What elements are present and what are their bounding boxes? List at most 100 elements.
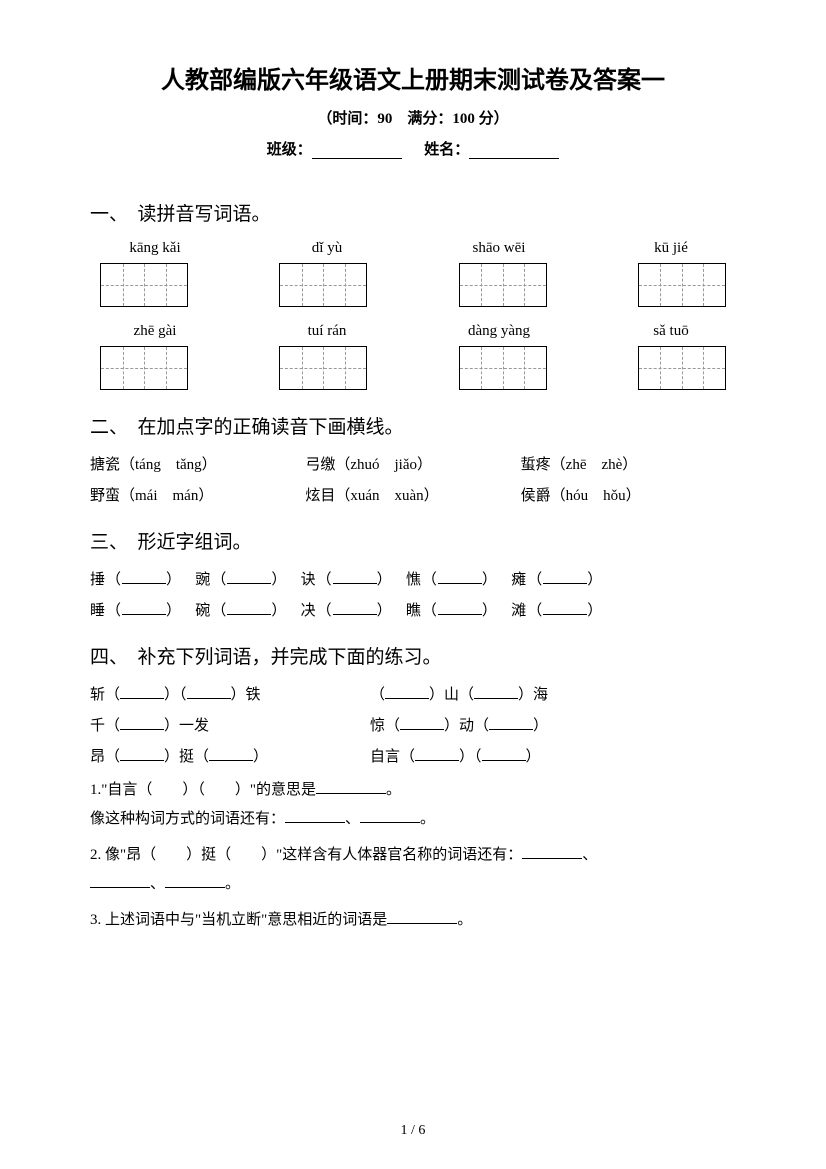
pinyin-row-1: kāng kǎi dǐ yù shāo wēi kū jié bbox=[90, 240, 736, 257]
q4-sub-text: 。 bbox=[225, 876, 240, 892]
zige-box[interactable] bbox=[459, 346, 547, 390]
pinyin-label: shāo wēi bbox=[444, 240, 554, 257]
q4-sub-text: 、 bbox=[345, 811, 360, 827]
zige-row-1 bbox=[90, 263, 736, 307]
q4-sub-text: 、 bbox=[150, 876, 165, 892]
zige-box[interactable] bbox=[279, 263, 367, 307]
zige-box[interactable] bbox=[638, 263, 726, 307]
q4-text: 千（ bbox=[90, 718, 120, 734]
zige-box[interactable] bbox=[100, 346, 188, 390]
q4-text: ）铁 bbox=[231, 687, 261, 703]
q3-char: 睡 bbox=[90, 603, 106, 619]
blank[interactable] bbox=[120, 747, 164, 761]
q4-sub2: 2. 像"昂（ ）挺（ ）"这样含有人体器官名称的词语还有：、 、。 bbox=[90, 841, 736, 898]
blank[interactable] bbox=[415, 747, 459, 761]
q3-row-2: 睡（） 碗（） 决（） 瞧（） 滩（） bbox=[90, 599, 736, 620]
q3-char: 瘫 bbox=[511, 572, 527, 588]
blank[interactable] bbox=[438, 601, 482, 615]
q4-sub3: 3. 上述词语中与"当机立断"意思相近的词语是 。 bbox=[90, 906, 736, 935]
q3-char: 憔 bbox=[406, 572, 422, 588]
zige-row-2 bbox=[90, 346, 736, 390]
q3-char: 滩 bbox=[511, 603, 527, 619]
blank[interactable] bbox=[187, 685, 231, 699]
blank[interactable] bbox=[120, 716, 164, 730]
q4-text: ）海 bbox=[518, 687, 548, 703]
q4-text: ）（ bbox=[459, 749, 482, 765]
name-line: 班级： 姓名： bbox=[90, 138, 736, 159]
q4-sub-text: 。 bbox=[457, 912, 472, 928]
q2-row-1: 搪瓷（táng tǎng） 弓缴（zhuó jiǎo） 蜇疼（zhē zhè） bbox=[90, 453, 736, 474]
q4-text: ）动（ bbox=[444, 718, 489, 734]
q2-item: 弓缴（zhuó jiǎo） bbox=[305, 453, 520, 474]
q4-text: ）山（ bbox=[429, 687, 474, 703]
q2-item: 搪瓷（táng tǎng） bbox=[90, 453, 305, 474]
zige-box[interactable] bbox=[100, 263, 188, 307]
q4-sub-text: 3. 上述词语中与"当机立断"意思相近的词语是 bbox=[90, 912, 387, 928]
blank[interactable] bbox=[522, 845, 582, 859]
name-blank[interactable] bbox=[469, 143, 559, 159]
section1-title: 一、 读拼音写词语。 bbox=[90, 199, 736, 226]
q4-text: ）一发 bbox=[164, 718, 209, 734]
blank[interactable] bbox=[482, 747, 526, 761]
q2-item: 野蛮（mái mán） bbox=[90, 484, 305, 505]
blank[interactable] bbox=[400, 716, 444, 730]
section2-title: 二、 在加点字的正确读音下画横线。 bbox=[90, 412, 736, 439]
q4-sub-text: 、 bbox=[582, 847, 597, 863]
blank[interactable] bbox=[120, 685, 164, 699]
zige-box[interactable] bbox=[638, 346, 726, 390]
page-subtitle: （时间：90 满分：100 分） bbox=[90, 107, 736, 128]
q3-row-1: 捶（） 豌（） 诀（） 憔（） 瘫（） bbox=[90, 568, 736, 589]
blank[interactable] bbox=[209, 747, 253, 761]
q3-char: 碗 bbox=[195, 603, 211, 619]
page-footer: 1 / 6 bbox=[0, 1123, 826, 1139]
blank[interactable] bbox=[387, 910, 457, 924]
pinyin-label: dàng yàng bbox=[444, 323, 554, 340]
blank[interactable] bbox=[543, 601, 587, 615]
q4-row-3: 昂（）挺（） 自言（）（） bbox=[90, 745, 736, 766]
blank[interactable] bbox=[90, 874, 150, 888]
q2-item: 侯爵（hóu hǒu） bbox=[521, 484, 736, 505]
q3-char: 瞧 bbox=[406, 603, 422, 619]
blank[interactable] bbox=[227, 601, 271, 615]
q4-text: 昂（ bbox=[90, 749, 120, 765]
q4-sub-text: 。 bbox=[420, 811, 435, 827]
section3-title: 三、 形近字组词。 bbox=[90, 527, 736, 554]
pinyin-label: tuí rán bbox=[272, 323, 382, 340]
q4-text: （ bbox=[370, 687, 385, 703]
q2-item: 蜇疼（zhē zhè） bbox=[521, 453, 736, 474]
q4-row-1: 斩（）（）铁 （）山（）海 bbox=[90, 683, 736, 704]
q4-sub-text: 。 bbox=[386, 782, 401, 798]
q4-text: ）挺（ bbox=[164, 749, 209, 765]
q2-row-2: 野蛮（mái mán） 炫目（xuán xuàn） 侯爵（hóu hǒu） bbox=[90, 484, 736, 505]
blank[interactable] bbox=[360, 809, 420, 823]
blank[interactable] bbox=[333, 570, 377, 584]
blank[interactable] bbox=[285, 809, 345, 823]
q2-item: 炫目（xuán xuàn） bbox=[305, 484, 520, 505]
blank[interactable] bbox=[438, 570, 482, 584]
blank[interactable] bbox=[165, 874, 225, 888]
pinyin-label: sǎ tuō bbox=[616, 323, 726, 340]
blank[interactable] bbox=[385, 685, 429, 699]
q3-char: 诀 bbox=[301, 572, 317, 588]
q3-char: 决 bbox=[301, 603, 317, 619]
blank[interactable] bbox=[316, 780, 386, 794]
blank[interactable] bbox=[489, 716, 533, 730]
q4-text: 惊（ bbox=[370, 718, 400, 734]
pinyin-label: kū jié bbox=[616, 240, 726, 257]
zige-box[interactable] bbox=[459, 263, 547, 307]
zige-box[interactable] bbox=[279, 346, 367, 390]
pinyin-label: kāng kǎi bbox=[100, 240, 210, 257]
q4-text: ） bbox=[253, 749, 268, 765]
blank[interactable] bbox=[543, 570, 587, 584]
blank[interactable] bbox=[333, 601, 377, 615]
q4-text: ） bbox=[533, 718, 548, 734]
blank[interactable] bbox=[122, 570, 166, 584]
q4-text: 斩（ bbox=[90, 687, 120, 703]
pinyin-label: zhē gài bbox=[100, 323, 210, 340]
pinyin-row-2: zhē gài tuí rán dàng yàng sǎ tuō bbox=[90, 323, 736, 340]
q4-sub1: 1."自言（ ）（ ）"的意思是。 像这种构词方式的词语还有：、。 bbox=[90, 776, 736, 833]
class-blank[interactable] bbox=[312, 143, 402, 159]
blank[interactable] bbox=[227, 570, 271, 584]
blank[interactable] bbox=[122, 601, 166, 615]
blank[interactable] bbox=[474, 685, 518, 699]
